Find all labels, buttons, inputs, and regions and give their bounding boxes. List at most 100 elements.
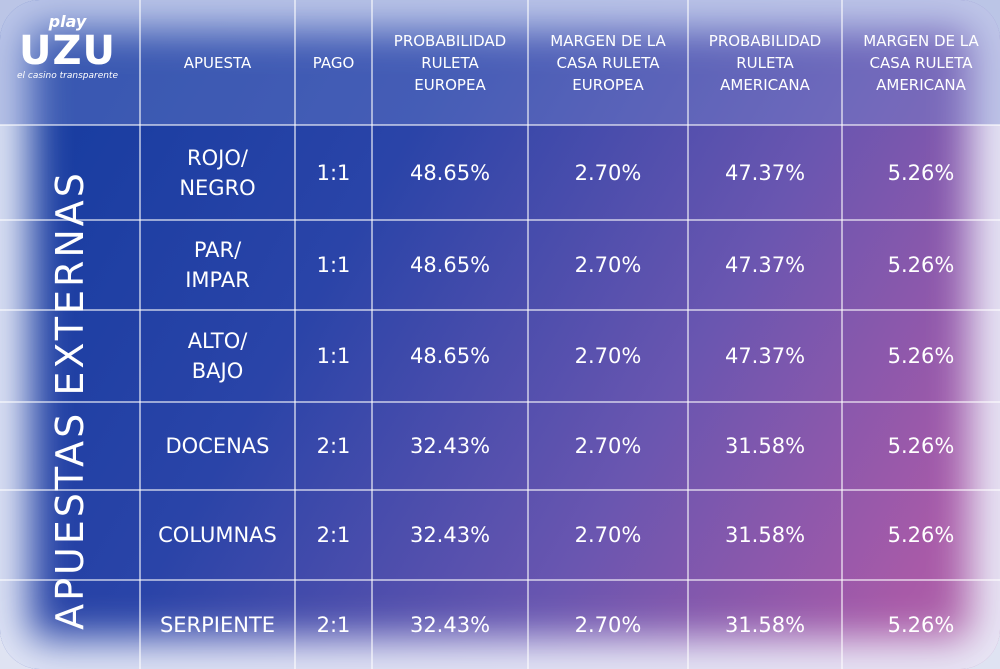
table-cell-text: 5.26% (887, 523, 955, 547)
table-cell: 2.70% (528, 580, 688, 669)
table-cell: 48.65% (372, 220, 528, 310)
table-cell: 2:1 (295, 402, 372, 490)
header-band (0, 0, 1000, 125)
grid-line (0, 489, 1000, 491)
table-cell: 1:1 (295, 125, 372, 220)
table-cell-line: DOCENAS (165, 434, 270, 458)
header-cell: PROBABILIDAD RULETA AMERICANA (688, 0, 842, 125)
grid-line (0, 401, 1000, 403)
table-cell: 5.26% (842, 310, 1000, 402)
table-cell: 47.37% (688, 220, 842, 310)
grid-line (139, 0, 141, 669)
table-cell-text: 5.26% (887, 253, 955, 277)
logo: play UZU el casino transparente (10, 12, 125, 102)
table-cell: 5.26% (842, 220, 1000, 310)
table-cell: 48.65% (372, 310, 528, 402)
table-cell-line: COLUMNAS (158, 523, 277, 547)
header-cell-line: RULETA (421, 53, 479, 72)
header-cell: APUESTA (140, 0, 295, 125)
grid-line (687, 0, 689, 669)
header-cell-line: CASA RULETA (869, 53, 973, 72)
table-cell-text: 2.70% (574, 344, 642, 368)
header-cell-line: PROBABILIDAD (708, 31, 822, 50)
table-cell-line: BAJO (191, 359, 244, 383)
table-cell-text: 48.65% (409, 253, 491, 277)
table-cell: 5.26% (842, 580, 1000, 669)
grid-line (841, 0, 843, 669)
table-cell: 5.26% (842, 125, 1000, 220)
table-cell-text: 2.70% (574, 253, 642, 277)
header-cell-line: MARGEN DE LA (550, 31, 666, 50)
table-cell-text: 5.26% (887, 344, 955, 368)
header-cell-line: PROBABILIDAD (393, 31, 507, 50)
table-cell-text: 5.26% (887, 612, 955, 637)
table-cell-text: 47.37% (724, 160, 806, 185)
table-cell-line: PAR/ (193, 238, 242, 262)
table-cell-text: 2.70% (574, 434, 642, 458)
table-cell: 2:1 (295, 580, 372, 669)
table-cell: 2.70% (528, 490, 688, 580)
grid-line (527, 0, 529, 669)
grid-line (0, 309, 1000, 311)
header-cell-line: MARGEN DE LA (863, 31, 979, 50)
table-cell-text: 32.43% (409, 523, 491, 547)
table-cell: 32.43% (372, 580, 528, 669)
table-cell: 31.58% (688, 490, 842, 580)
header-cell-line: AMERICANA (720, 75, 810, 94)
table-cell: 32.43% (372, 402, 528, 490)
table-cell-text: 5.26% (887, 434, 955, 458)
header-cell: MARGEN DE LA CASA RULETA EUROPEA (528, 0, 688, 125)
table-cell-line: IMPAR (185, 268, 250, 292)
table-cell: 32.43% (372, 490, 528, 580)
header-cell-line: PAGO (312, 53, 355, 72)
header-cell-line: EUROPEA (414, 75, 486, 94)
grid-line (0, 219, 1000, 221)
table-cell: ALTO/BAJO (140, 310, 295, 402)
table-cell-text: 47.37% (724, 253, 806, 277)
table-cell-text: 1:1 (316, 253, 351, 277)
table-cell-line: ALTO/ (187, 329, 248, 353)
table-cell: 2.70% (528, 220, 688, 310)
table-cell-text: 2:1 (316, 434, 351, 458)
table-cell: 5.26% (842, 490, 1000, 580)
header-cell: PROBABILIDAD RULETA EUROPEA (372, 0, 528, 125)
table-cell: PAR/IMPAR (140, 220, 295, 310)
table-cell: 2.70% (528, 310, 688, 402)
logo-brand: UZU (19, 28, 116, 74)
table-cell-text: 2.70% (574, 612, 642, 637)
logo-top: play (48, 12, 87, 31)
table-cell-text: 31.58% (724, 612, 806, 637)
table-cell: SERPIENTE (140, 580, 295, 669)
table-cell-text: 31.58% (724, 523, 806, 547)
header-cell-line: AMERICANA (876, 75, 966, 94)
table-cell: 31.58% (688, 580, 842, 669)
grid-line (294, 0, 296, 669)
table-cell-text: 31.58% (724, 434, 806, 458)
table-cell: ROJO/NEGRO (140, 125, 295, 220)
table-cell: 1:1 (295, 220, 372, 310)
table-cell: 1:1 (295, 310, 372, 402)
table-cell: 2:1 (295, 490, 372, 580)
table-cell-text: 2.70% (574, 523, 642, 547)
table-cell: 2.70% (528, 125, 688, 220)
table-cell-text: 1:1 (316, 344, 351, 368)
grid-line (0, 124, 1000, 126)
table-cell-text: 2:1 (316, 612, 351, 637)
table-cell-text: 2:1 (316, 523, 351, 547)
header-cell: MARGEN DE LA CASA RULETA AMERICANA (842, 0, 1000, 125)
table-cell-text: 32.43% (409, 434, 491, 458)
table-cell: 47.37% (688, 310, 842, 402)
header-cell: PAGO (295, 0, 372, 125)
logo-tagline: el casino transparente (17, 71, 118, 81)
header-cell-line: RULETA (736, 53, 794, 72)
side-label: APUESTAS EXTERNAS (48, 170, 92, 630)
table-cell-text: 1:1 (316, 160, 351, 185)
table-cell: 48.65% (372, 125, 528, 220)
table-cell: 47.37% (688, 125, 842, 220)
table-cell: 31.58% (688, 402, 842, 490)
header-cell-line: EUROPEA (572, 75, 644, 94)
grid-line (0, 579, 1000, 581)
table-cell-text: 32.43% (409, 612, 491, 637)
